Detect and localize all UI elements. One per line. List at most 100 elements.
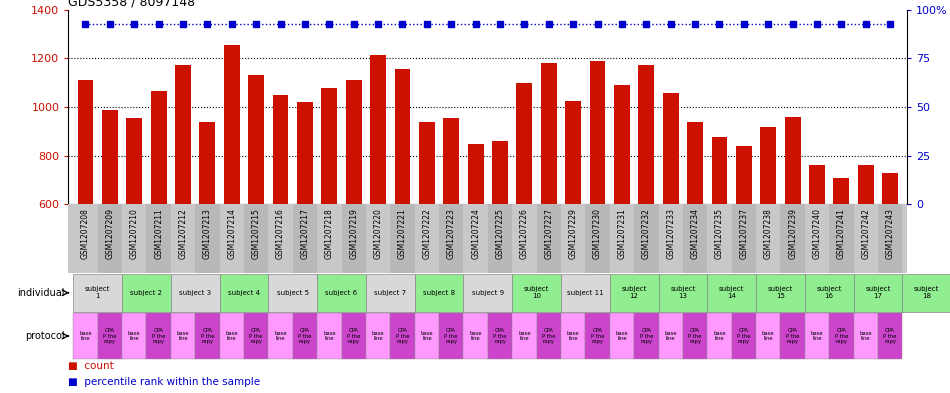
Bar bbox=[638, 64, 655, 204]
Bar bbox=[171, 313, 195, 359]
Bar bbox=[565, 101, 581, 204]
Text: CPA
P the
rapy: CPA P the rapy bbox=[445, 328, 458, 344]
Bar bbox=[219, 313, 244, 359]
Bar bbox=[444, 118, 459, 204]
Text: GSM1207209: GSM1207209 bbox=[105, 208, 114, 259]
Text: subject
16: subject 16 bbox=[817, 286, 842, 299]
Bar bbox=[712, 138, 728, 204]
Text: ■  count: ■ count bbox=[68, 362, 114, 371]
Bar bbox=[268, 204, 293, 273]
Bar bbox=[122, 313, 146, 359]
Text: subject 6: subject 6 bbox=[326, 290, 357, 296]
Bar bbox=[390, 204, 414, 273]
Text: subject 8: subject 8 bbox=[423, 290, 455, 296]
Bar bbox=[195, 313, 219, 359]
Text: base
line: base line bbox=[323, 331, 335, 341]
Bar bbox=[346, 80, 362, 204]
Text: CPA
P the
rapy: CPA P the rapy bbox=[396, 328, 409, 344]
Bar bbox=[464, 204, 488, 273]
Bar bbox=[293, 313, 317, 359]
Text: GSM1207239: GSM1207239 bbox=[788, 208, 797, 259]
Text: CPA
P the
rapy: CPA P the rapy bbox=[298, 328, 312, 344]
Text: CPA
P the
rapy: CPA P the rapy bbox=[542, 328, 556, 344]
Bar bbox=[366, 274, 414, 312]
Text: base
line: base line bbox=[762, 331, 774, 341]
Bar bbox=[219, 204, 244, 273]
Bar bbox=[512, 204, 537, 273]
Bar bbox=[98, 313, 122, 359]
Bar bbox=[683, 204, 708, 273]
Bar bbox=[732, 204, 756, 273]
Text: GSM1207212: GSM1207212 bbox=[179, 208, 187, 259]
Bar bbox=[439, 204, 464, 273]
Bar bbox=[200, 122, 216, 204]
Text: GSM1207222: GSM1207222 bbox=[423, 208, 431, 259]
Bar bbox=[492, 141, 508, 204]
Text: base
line: base line bbox=[567, 331, 580, 341]
Bar bbox=[878, 313, 902, 359]
Bar bbox=[561, 313, 585, 359]
Text: base
line: base line bbox=[371, 331, 385, 341]
Bar bbox=[414, 274, 464, 312]
Bar bbox=[708, 204, 732, 273]
Bar bbox=[268, 274, 317, 312]
Bar bbox=[98, 204, 122, 273]
Bar bbox=[585, 313, 610, 359]
Bar bbox=[273, 95, 289, 204]
Bar bbox=[781, 313, 805, 359]
Text: GSM1207215: GSM1207215 bbox=[252, 208, 260, 259]
Bar bbox=[561, 274, 610, 312]
Bar bbox=[878, 204, 902, 273]
Bar bbox=[126, 118, 142, 204]
Text: subject
17: subject 17 bbox=[865, 286, 891, 299]
Text: GSM1207208: GSM1207208 bbox=[81, 208, 90, 259]
Bar bbox=[854, 313, 878, 359]
Text: base
line: base line bbox=[469, 331, 482, 341]
Text: GSM1207211: GSM1207211 bbox=[154, 208, 163, 259]
Text: ■  percentile rank within the sample: ■ percentile rank within the sample bbox=[68, 377, 260, 387]
Text: subject 9: subject 9 bbox=[472, 290, 504, 296]
Bar bbox=[151, 91, 166, 204]
Text: CPA
P the
rapy: CPA P the rapy bbox=[347, 328, 360, 344]
Bar bbox=[102, 110, 118, 204]
Text: subject 5: subject 5 bbox=[276, 290, 309, 296]
Text: GSM1207227: GSM1207227 bbox=[544, 208, 553, 259]
Text: GSM1207232: GSM1207232 bbox=[642, 208, 651, 259]
Bar bbox=[663, 92, 678, 204]
Text: GSM1207220: GSM1207220 bbox=[373, 208, 383, 259]
Text: GSM1207213: GSM1207213 bbox=[203, 208, 212, 259]
Bar bbox=[297, 102, 313, 204]
Text: base
line: base line bbox=[421, 331, 433, 341]
Text: GSM1207237: GSM1207237 bbox=[739, 208, 749, 259]
Bar bbox=[854, 274, 902, 312]
Text: GSM1207218: GSM1207218 bbox=[325, 208, 333, 259]
Bar bbox=[610, 204, 635, 273]
Text: CPA
P the
rapy: CPA P the rapy bbox=[639, 328, 653, 344]
Text: CPA
P the
rapy: CPA P the rapy bbox=[689, 328, 702, 344]
Bar bbox=[756, 313, 781, 359]
Text: base
line: base line bbox=[860, 331, 872, 341]
Bar bbox=[224, 45, 239, 204]
Bar bbox=[585, 204, 610, 273]
Bar bbox=[146, 313, 171, 359]
Bar bbox=[171, 274, 219, 312]
Bar bbox=[829, 204, 854, 273]
Text: protocol: protocol bbox=[25, 331, 65, 341]
Bar bbox=[537, 313, 561, 359]
Bar bbox=[517, 83, 532, 204]
Bar bbox=[736, 146, 751, 204]
Bar bbox=[708, 313, 732, 359]
Text: subject 11: subject 11 bbox=[567, 290, 603, 296]
Text: GSM1207234: GSM1207234 bbox=[691, 208, 699, 259]
Bar bbox=[293, 204, 317, 273]
Text: base
line: base line bbox=[810, 331, 824, 341]
Bar bbox=[171, 204, 195, 273]
Bar bbox=[414, 313, 439, 359]
Text: subject
14: subject 14 bbox=[719, 286, 745, 299]
Text: subject
15: subject 15 bbox=[768, 286, 793, 299]
Bar bbox=[805, 313, 829, 359]
Bar bbox=[805, 274, 854, 312]
Text: GSM1207223: GSM1207223 bbox=[446, 208, 456, 259]
Text: base
line: base line bbox=[128, 331, 141, 341]
Bar bbox=[683, 313, 708, 359]
